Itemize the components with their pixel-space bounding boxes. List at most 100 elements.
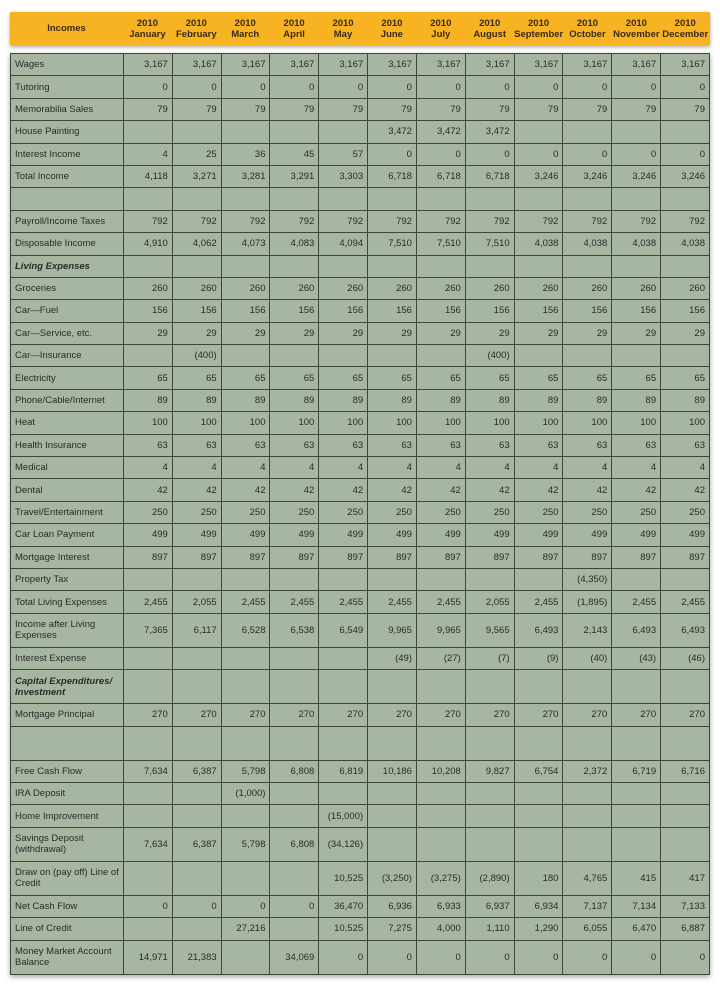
table-cell: 270 — [367, 703, 417, 727]
table-cell: 3,246 — [660, 164, 710, 189]
table-cell: 2,055 — [171, 590, 222, 614]
table-cell: 897 — [562, 545, 613, 569]
table-cell: 100 — [123, 411, 173, 435]
table-row: Draw on (pay off) Line of Credit 10,525 (3… — [10, 860, 710, 896]
row-label: Heat — [10, 411, 124, 435]
row-label: Interest Expense — [10, 646, 124, 671]
row-label: Electricity — [10, 366, 124, 390]
table-cell: 29 — [562, 321, 613, 346]
table-cell: 0 — [367, 939, 417, 975]
table-cell: 6,933 — [415, 894, 466, 919]
row-label: Tutoring — [10, 75, 124, 99]
table-cell — [562, 804, 613, 828]
table-cell: 499 — [513, 523, 564, 547]
row-label: House Painting — [10, 120, 124, 144]
table-cell: (34,126) — [318, 826, 369, 862]
header-month-name: March — [231, 28, 260, 40]
table-cell: (400) — [464, 344, 515, 368]
table-cell: 6,493 — [513, 612, 564, 648]
table-cell: 29 — [367, 321, 417, 346]
table-cell: 250 — [464, 500, 515, 525]
table-cell — [415, 804, 466, 828]
table-cell — [171, 860, 222, 896]
table-cell: 79 — [269, 97, 320, 122]
table-cell: 3,167 — [415, 52, 466, 77]
table-cell: 2,143 — [562, 612, 613, 648]
table-cell: 260 — [513, 276, 564, 301]
table-cell: 6,718 — [367, 164, 417, 189]
table-cell — [123, 646, 173, 671]
table-row: Phone/Cable/Internet 89 89 89 89 89 89 89 89 89 89… — [10, 388, 710, 413]
table-cell: 897 — [318, 545, 369, 569]
table-cell: (43) — [611, 646, 662, 671]
table-cell: 100 — [611, 411, 662, 435]
table-cell — [123, 804, 173, 828]
table-cell: 100 — [415, 411, 466, 435]
table-cell — [269, 669, 320, 705]
table-cell — [318, 646, 369, 671]
table-cell: 499 — [611, 523, 662, 547]
table-row: Disposable Income 4,910 4,062 4,073 4,083 4,0… — [10, 232, 710, 256]
table-cell: 7,510 — [367, 232, 417, 256]
table-cell — [611, 826, 662, 862]
table-cell: 792 — [660, 209, 710, 234]
header-month-name: July — [431, 28, 451, 40]
table-cell: 260 — [660, 276, 710, 301]
table-cell — [220, 254, 271, 278]
table-cell: 4,038 — [611, 232, 662, 256]
row-label: Payroll/Income Taxes — [10, 209, 124, 234]
table-cell: 21,383 — [171, 939, 222, 975]
table-cell: 260 — [562, 276, 613, 301]
table-cell: 42 — [269, 478, 320, 502]
table-cell: 260 — [611, 276, 662, 301]
row-label: Money Market Account Balance — [10, 939, 124, 975]
table-cell — [611, 567, 662, 592]
section-label: Living Expenses — [10, 254, 124, 278]
header-year: 2010 — [528, 17, 550, 29]
table-cell — [562, 254, 613, 278]
table-cell — [660, 725, 710, 761]
table-cell: 29 — [611, 321, 662, 346]
row-label: Free Cash Flow — [10, 759, 124, 783]
table-cell: (15,000) — [318, 804, 369, 828]
table-row: Travel/Entertainment 250 250 250 250 250 250 25… — [10, 500, 710, 525]
table-cell: 0 — [220, 75, 271, 99]
table-cell: 3,246 — [513, 164, 564, 189]
table-cell: 63 — [171, 433, 222, 458]
table-cell: 3,246 — [611, 164, 662, 189]
header-month: 2010 March — [221, 12, 270, 45]
row-label: Income after Living Expenses — [10, 612, 124, 648]
table-cell — [562, 187, 613, 211]
table-cell: 156 — [562, 299, 613, 323]
row-label: Home Improvement — [10, 804, 124, 828]
table-cell: 250 — [367, 500, 417, 525]
table-cell: 45 — [269, 142, 320, 166]
table-row: Total Income 4,118 3,271 3,281 3,291 3,303 6,7… — [10, 164, 710, 189]
header-year: 2010 — [332, 17, 354, 29]
table-cell: 1,290 — [513, 917, 564, 941]
table-cell: 156 — [220, 299, 271, 323]
table-cell: 792 — [562, 209, 613, 234]
table-cell: 79 — [123, 97, 173, 122]
table-row: Wages 3,167 3,167 3,167 3,167 3,167 3,167 3,167… — [10, 52, 710, 77]
table-cell — [220, 860, 271, 896]
table-cell — [171, 781, 222, 806]
table-cell: 79 — [318, 97, 369, 122]
table-cell: 65 — [367, 366, 417, 390]
table-cell: 65 — [269, 366, 320, 390]
table-cell — [318, 187, 369, 211]
header-month-name: April — [283, 28, 305, 40]
table-cell: 42 — [318, 478, 369, 502]
table-cell: 180 — [513, 860, 564, 896]
table-cell: 270 — [220, 703, 271, 727]
table-cell: 3,167 — [220, 52, 271, 77]
header-year: 2010 — [136, 17, 159, 29]
table-cell — [220, 567, 271, 592]
table-cell — [318, 120, 369, 144]
table-cell: 417 — [660, 860, 710, 896]
table-cell: 0 — [220, 894, 271, 919]
table-cell: 260 — [367, 276, 417, 301]
table-cell — [123, 860, 173, 896]
table-cell: 5,798 — [220, 826, 271, 862]
table-cell: 4 — [367, 456, 417, 480]
